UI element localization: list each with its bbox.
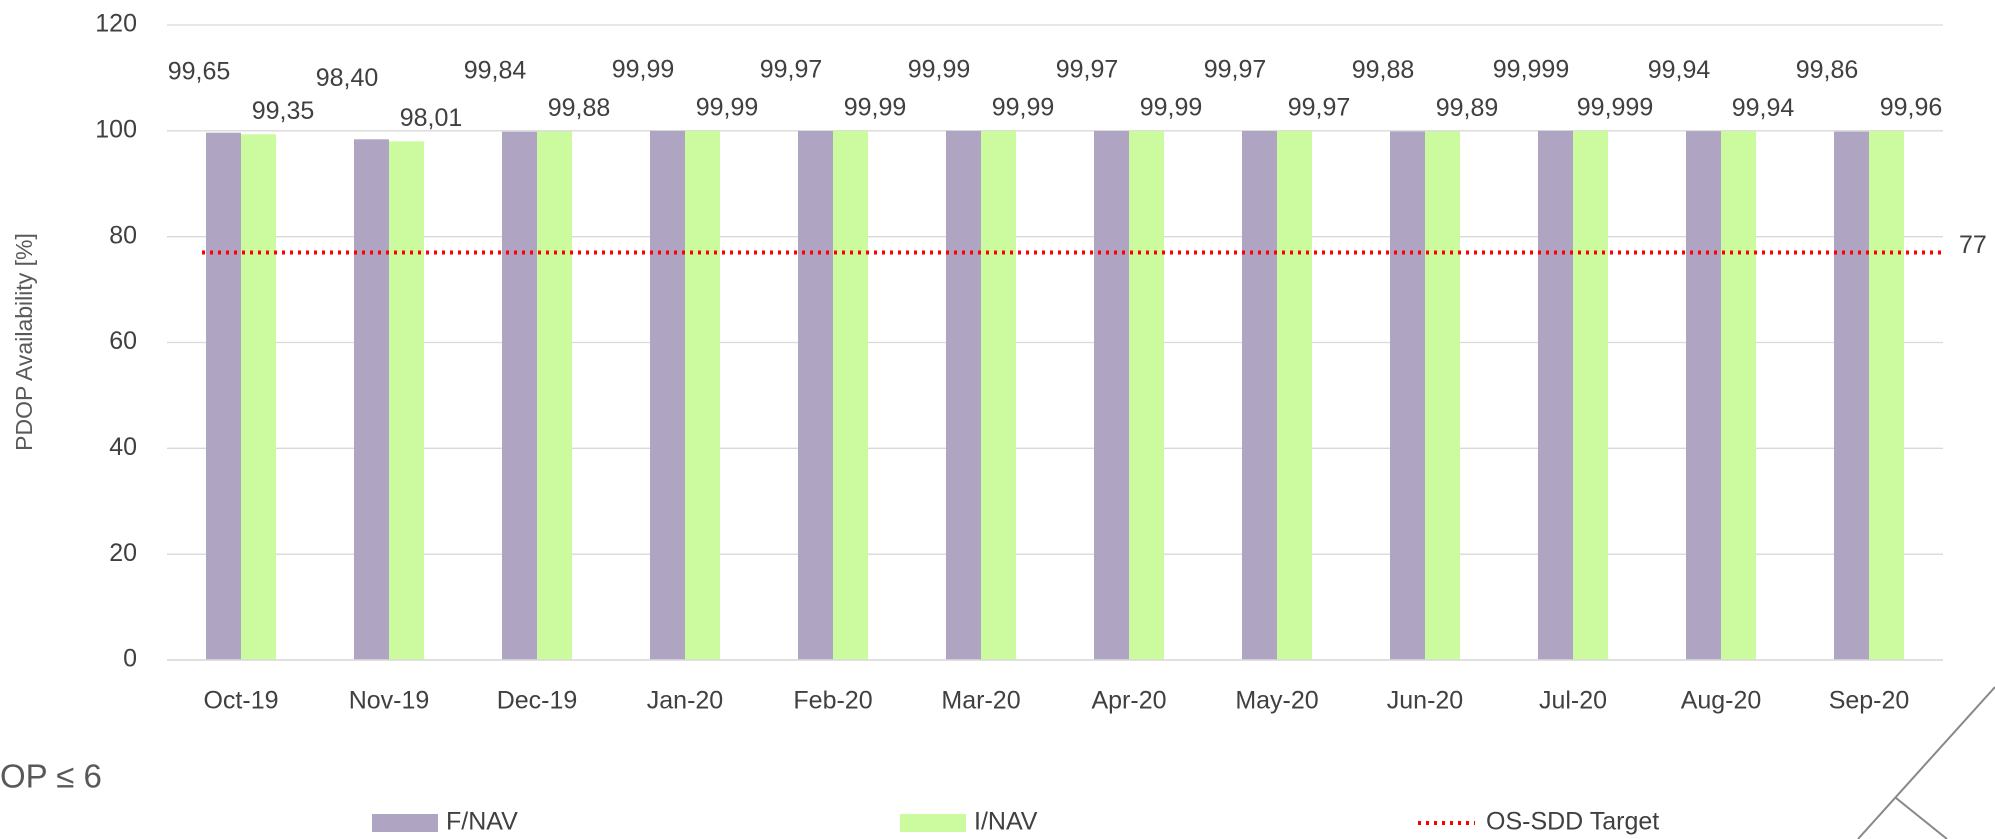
- data-label: 99,99: [696, 93, 759, 121]
- legend-label: I/NAV: [974, 808, 1038, 836]
- y-tick-label: 60: [109, 327, 137, 355]
- data-label: 99,999: [1577, 93, 1653, 121]
- y-tick-label: 40: [109, 433, 137, 461]
- bar: [537, 131, 572, 661]
- data-label: 99,99: [844, 93, 907, 121]
- x-tick-label: Sep-20: [1829, 687, 1910, 715]
- bar: [1721, 131, 1756, 661]
- bar: [1425, 131, 1460, 661]
- bar: [981, 130, 1016, 661]
- bar: [206, 132, 241, 660]
- annotation: OP ≤ 6: [0, 758, 102, 795]
- bar: [1834, 131, 1869, 661]
- bar: [798, 130, 833, 661]
- legend-swatch: [372, 814, 438, 832]
- bar: [946, 130, 981, 661]
- data-label: 99,99: [908, 55, 971, 83]
- x-tick-label: Feb-20: [793, 687, 872, 715]
- legend-label: OS-SDD Target: [1486, 808, 1659, 836]
- bar: [354, 139, 389, 661]
- bar: [1538, 130, 1573, 660]
- bar: [1390, 131, 1425, 661]
- data-label: 99,99: [612, 55, 675, 83]
- bar: [1869, 131, 1904, 661]
- data-label: 99,99: [992, 93, 1055, 121]
- bar: [1129, 130, 1164, 661]
- x-tick-label: Apr-20: [1091, 687, 1166, 715]
- data-label: 99,97: [760, 56, 823, 84]
- data-label: 99,88: [548, 94, 611, 122]
- x-tick-label: Aug-20: [1681, 687, 1762, 715]
- x-tick-label: Oct-19: [203, 687, 278, 715]
- decoration: [1895, 797, 1948, 839]
- data-label: 99,89: [1436, 94, 1499, 122]
- y-tick-label: 120: [95, 10, 137, 38]
- data-label: 99,84: [464, 56, 527, 84]
- data-label: 99,94: [1732, 94, 1795, 122]
- bar: [1686, 131, 1721, 661]
- bar: [1094, 130, 1129, 661]
- y-tick-label: 20: [109, 539, 137, 567]
- data-label: 99,86: [1796, 56, 1859, 84]
- bar: [1277, 130, 1312, 661]
- data-label: 99,97: [1056, 56, 1119, 84]
- target-label: 77: [1959, 231, 1987, 259]
- y-tick-label: 0: [123, 645, 137, 673]
- x-tick-label: Mar-20: [941, 687, 1020, 715]
- x-tick-label: Dec-19: [497, 687, 578, 715]
- data-label: 99,96: [1880, 94, 1943, 122]
- bar: [650, 130, 685, 661]
- bar: [502, 131, 537, 660]
- data-label: 99,97: [1288, 94, 1351, 122]
- x-tick-label: Nov-19: [349, 687, 430, 715]
- bar: [1242, 130, 1277, 661]
- bar: [389, 141, 424, 660]
- bar: [1573, 130, 1608, 660]
- x-tick-label: Jul-20: [1539, 687, 1607, 715]
- data-label: 99,999: [1493, 55, 1569, 83]
- data-label: 99,88: [1352, 56, 1415, 84]
- data-label: 99,97: [1204, 56, 1267, 84]
- data-label: 99,94: [1648, 56, 1711, 84]
- bar: [241, 134, 276, 660]
- data-label: 99,65: [168, 57, 231, 85]
- legend-label: F/NAV: [446, 808, 518, 836]
- bar: [685, 130, 720, 661]
- x-tick-label: Jan-20: [647, 687, 723, 715]
- x-tick-label: May-20: [1235, 687, 1318, 715]
- y-tick-label: 100: [95, 115, 137, 143]
- data-label: 98,01: [400, 104, 463, 132]
- x-tick-label: Jun-20: [1387, 687, 1463, 715]
- data-label: 99,35: [252, 97, 315, 125]
- legend-swatch: [900, 814, 966, 832]
- data-label: 98,40: [316, 64, 379, 92]
- y-axis-label: PDOP Availability [%]: [11, 233, 37, 451]
- bar: [833, 130, 868, 661]
- decoration: [1857, 686, 1995, 839]
- y-tick-label: 80: [109, 221, 137, 249]
- data-label: 99,99: [1140, 93, 1203, 121]
